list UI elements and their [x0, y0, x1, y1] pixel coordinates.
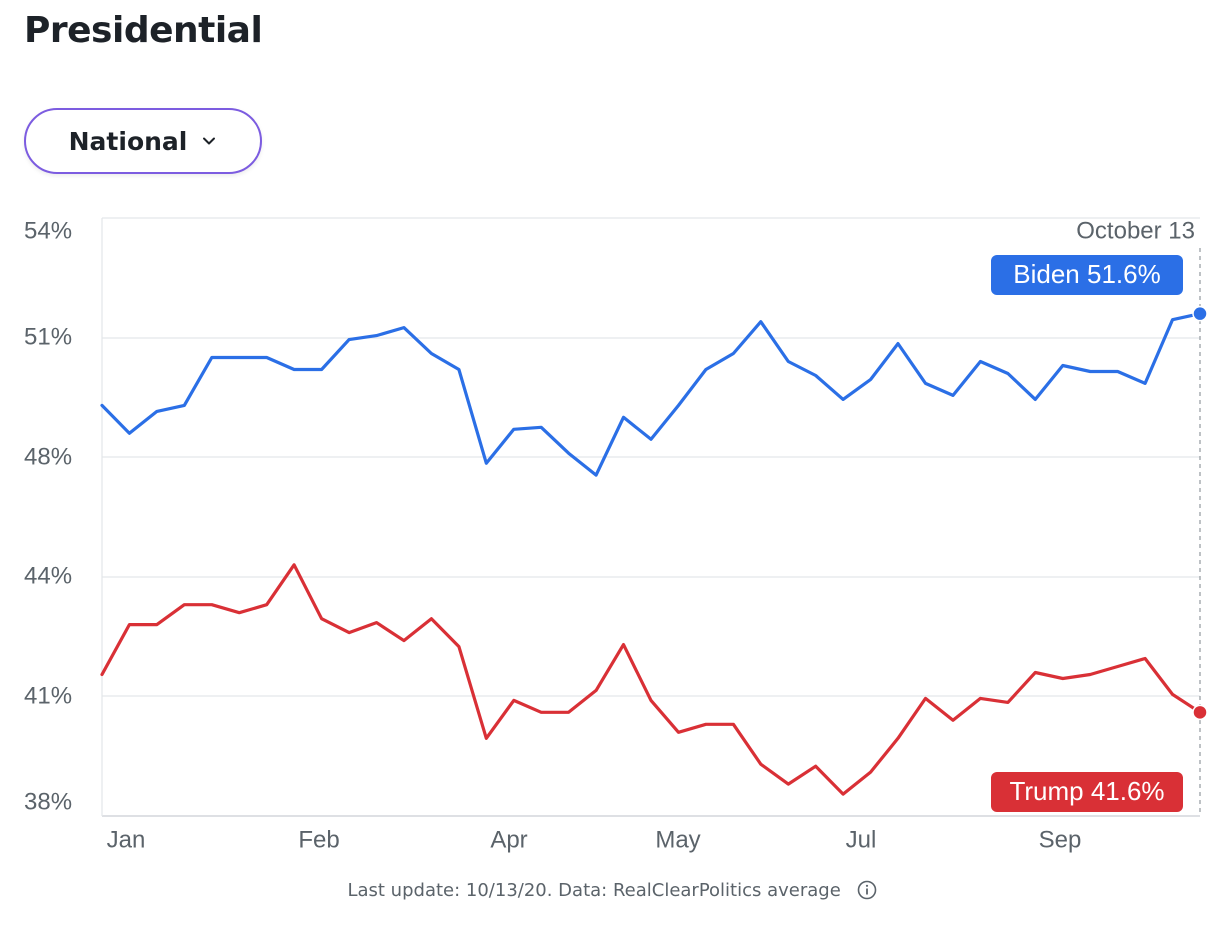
- x-tick-label: May: [655, 826, 700, 853]
- series-end-point-biden: [1192, 305, 1208, 322]
- x-tick-label: Sep: [1039, 826, 1082, 853]
- footer-text: Last update: 10/13/20. Data: RealClearPo…: [347, 880, 841, 901]
- trump-label-text: Trump 41.6%: [1009, 776, 1164, 806]
- poll-chart: 54% 51% 48% 44% 41% 38% Jan Feb Apr May Jul Sep Octo…: [24, 217, 1208, 853]
- info-icon[interactable]: [857, 880, 877, 900]
- x-tick-label: Jul: [846, 826, 877, 853]
- page-title: Presidential: [24, 10, 263, 51]
- series-line-trump: [100, 563, 1202, 796]
- biden-label-text: Biden 51.6%: [1013, 259, 1160, 289]
- region-dropdown[interactable]: National: [24, 108, 262, 174]
- series-end-point-trump: [1192, 704, 1208, 721]
- x-tick-label: Apr: [490, 826, 527, 853]
- x-tick-label: Feb: [298, 826, 339, 853]
- series-line-biden: [100, 312, 1202, 477]
- x-tick-label: Jan: [107, 826, 146, 853]
- footer-note: Last update: 10/13/20. Data: RealClearPo…: [0, 880, 1224, 901]
- region-dropdown-label: National: [68, 126, 188, 156]
- y-tick-label: 48%: [24, 443, 72, 470]
- y-tick-label: 41%: [24, 682, 72, 709]
- y-tick-label: 38%: [24, 788, 72, 815]
- y-tick-label: 51%: [24, 323, 72, 350]
- date-marker-label: October 13: [1076, 217, 1195, 244]
- biden-label-pill: [991, 255, 1183, 295]
- y-tick-label: 54%: [24, 217, 72, 244]
- y-tick-label: 44%: [24, 562, 72, 589]
- chevron-down-icon: [203, 137, 216, 145]
- trump-label-pill: [991, 772, 1183, 812]
